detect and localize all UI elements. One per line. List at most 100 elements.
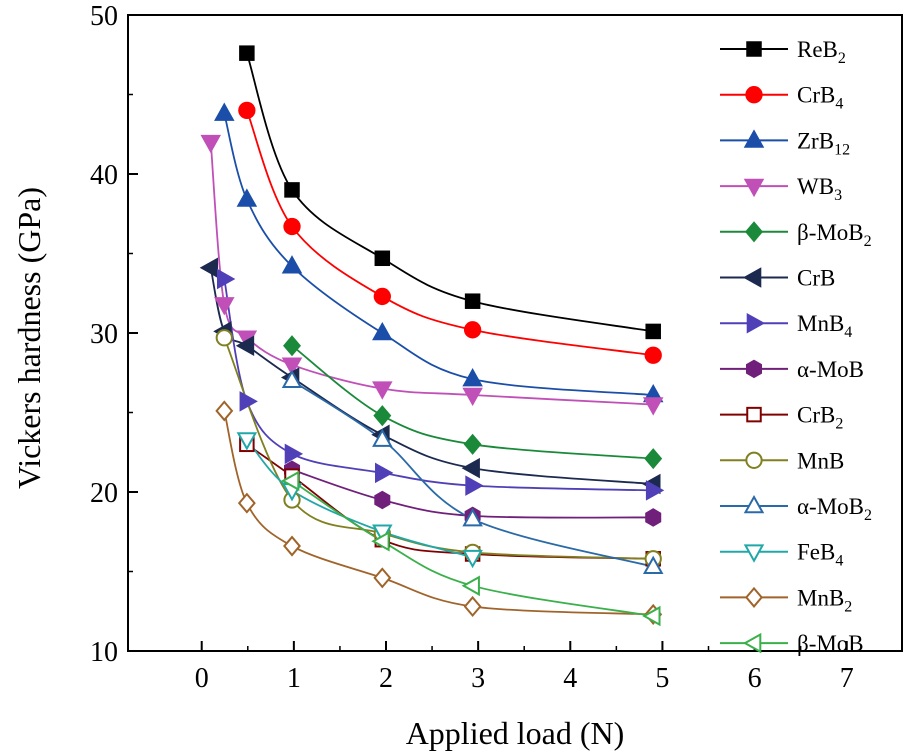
- x-tick-label: 7: [840, 663, 854, 694]
- legend-label: β-MoB2: [797, 220, 872, 250]
- legend-marker: [743, 494, 765, 514]
- x-tick-label: 2: [379, 663, 393, 694]
- legend-label-base: CrB: [797, 266, 835, 291]
- y-tick-label: 40: [90, 160, 118, 191]
- legend-label: α-MoB2: [797, 494, 872, 524]
- data-point: [371, 531, 390, 552]
- y-tick-label: 20: [90, 478, 118, 509]
- legend-label-base: CrB: [797, 403, 835, 428]
- legend-label-base: MnB: [797, 448, 844, 473]
- series-line: [291, 345, 654, 460]
- series-line: [223, 278, 654, 492]
- x-axis-label: Applied load (N): [406, 715, 625, 751]
- data-point: [281, 255, 303, 274]
- legend-item: WB3: [720, 174, 842, 204]
- legend-label: β-MoB: [797, 631, 864, 656]
- legend-item: β-MoB: [720, 631, 864, 656]
- legend-item: CrB2: [720, 403, 843, 433]
- legend-label-subscript: 4: [844, 324, 852, 341]
- x-tick-label: 5: [655, 663, 669, 694]
- series-line: [246, 438, 473, 559]
- data-point: [372, 428, 393, 447]
- series-line: [291, 379, 654, 568]
- data-point: [463, 321, 482, 339]
- legend-item: MnB: [720, 448, 844, 473]
- y-tick-label: 30: [90, 319, 118, 350]
- x-tick-label: 6: [748, 663, 762, 694]
- data-point: [283, 335, 301, 357]
- data-point: [280, 470, 300, 492]
- legend-label-base: β-MoB: [797, 220, 864, 245]
- data-point: [461, 575, 480, 597]
- data-point: [214, 102, 235, 121]
- legend-item: FeB4: [720, 540, 843, 570]
- y-tick-label: 50: [90, 1, 118, 32]
- legend-label: ReB2: [797, 37, 846, 67]
- x-tick-label: 1: [287, 663, 301, 694]
- legend-label-subscript: 2: [864, 233, 872, 250]
- legend-label: CrB: [797, 266, 835, 291]
- legend-marker: [743, 544, 765, 563]
- data-point: [462, 368, 483, 387]
- legend-marker: [745, 451, 763, 469]
- legend-item: ReB2: [720, 37, 846, 67]
- data-point: [372, 381, 393, 400]
- legend-marker: [743, 178, 765, 198]
- series-line: [223, 113, 654, 396]
- series-line: [246, 443, 654, 560]
- legend-label-base: α-MoB: [797, 494, 864, 519]
- legend-label-base: β-MoB: [797, 631, 864, 656]
- legend-marker: [743, 129, 765, 148]
- data-point: [645, 508, 662, 527]
- data-point: [374, 250, 391, 267]
- data-point: [461, 457, 480, 479]
- y-axis-label: Vickers hardness (GPa): [11, 187, 47, 489]
- legend-item: β-MoB2: [720, 220, 872, 250]
- legend-label-base: ReB: [797, 37, 838, 62]
- legend-label-base: MnB: [797, 585, 844, 610]
- legend-label-base: FeB: [797, 540, 835, 565]
- data-point: [238, 101, 256, 120]
- legend-marker: [745, 586, 763, 608]
- series-line: [209, 142, 654, 406]
- x-tick-label: 4: [563, 663, 577, 694]
- data-point: [235, 335, 255, 356]
- data-point: [462, 387, 483, 407]
- data-point: [200, 134, 221, 154]
- data-point: [372, 321, 393, 341]
- legend-label-subscript: 4: [835, 96, 843, 113]
- legend-marker: [746, 406, 762, 423]
- data-point: [465, 475, 484, 496]
- data-point: [284, 443, 304, 465]
- series-line: [291, 468, 654, 519]
- data-point: [463, 595, 482, 618]
- legend-item: CrB4: [720, 83, 843, 113]
- data-point: [642, 555, 664, 575]
- data-point: [283, 535, 301, 557]
- legend-item: MnB4: [720, 311, 852, 341]
- legend-marker: [742, 632, 762, 654]
- legend-item: α-MoB2: [720, 494, 872, 524]
- legend-label: CrB2: [797, 403, 843, 433]
- data-point: [283, 217, 301, 236]
- data-point: [237, 492, 256, 514]
- legend-label-subscript: 12: [834, 141, 850, 158]
- legend-label-subscript: 4: [835, 553, 843, 570]
- legend-marker: [746, 312, 766, 334]
- data-point: [281, 369, 303, 388]
- legend-label: MnB4: [797, 311, 852, 341]
- data-point: [645, 323, 661, 340]
- data-point: [239, 391, 258, 412]
- legend-marker: [742, 267, 762, 288]
- legend-marker: [745, 86, 763, 104]
- legend-label-subscript: 2: [838, 50, 846, 67]
- data-point: [236, 432, 258, 451]
- data-point: [374, 490, 391, 510]
- data-point: [281, 357, 303, 376]
- series-line: [291, 480, 654, 617]
- data-point: [373, 567, 392, 589]
- legend-label: FeB4: [797, 540, 843, 570]
- legend-label-subscript: 2: [844, 598, 852, 615]
- legend-item: CrB: [720, 266, 835, 291]
